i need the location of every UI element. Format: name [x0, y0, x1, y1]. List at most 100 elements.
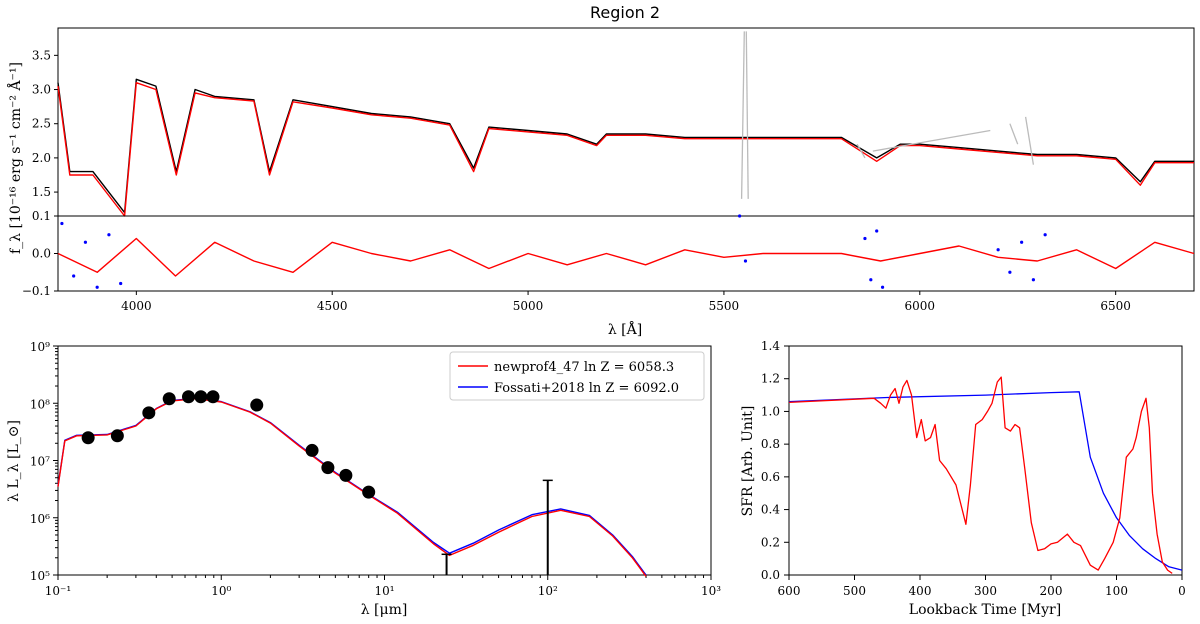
sed-xtick-label: 10⁰	[211, 584, 231, 598]
residual-point-fossati	[60, 221, 64, 226]
residual-ytick-label: 0.0	[32, 247, 51, 261]
spectrum-panel: 1.5 2.0 2.5 3.0 3.5	[32, 27, 1195, 217]
photometry-point	[110, 429, 124, 443]
spectrum-yticks: 1.5 2.0 2.5 3.0 3.5	[32, 48, 58, 199]
residual-point-fossati	[738, 214, 742, 218]
residual-point-fossati	[1043, 233, 1047, 237]
spectrum-xtick-label: 5500	[709, 299, 740, 313]
sed-xtick-label: 10¹	[374, 584, 394, 598]
spectrum-xtick-label: 4500	[317, 299, 348, 313]
spectrum-ytick-label: 1.5	[32, 185, 51, 199]
residual-point-fossati	[880, 285, 885, 289]
residual-point-fossati	[119, 281, 123, 286]
residual-point-fossati	[875, 229, 879, 233]
legend-label-fossati: Fossati+2018 ln Z = 6092.0	[494, 381, 679, 396]
sfh-ytick-label: 1.2	[761, 372, 780, 386]
photometry-point	[206, 390, 220, 404]
spectrum-series-masked	[1024, 116, 1035, 165]
spectrum-series-observed-spectrum	[57, 78, 1194, 214]
sfh-xtick-label: 300	[974, 584, 997, 598]
photometry-point	[181, 390, 195, 404]
sfh-ytick-label: 0.6	[761, 470, 780, 484]
sed-ytick-label: 10⁶	[30, 512, 50, 526]
residual-point-fossati	[72, 274, 76, 278]
residual-point-fossati	[743, 259, 748, 263]
sfh-ytick-label: 1.4	[761, 339, 780, 353]
sfh-xtick-label: 600	[778, 584, 801, 598]
sed-lines	[57, 390, 647, 577]
residual-point-fossati	[95, 285, 99, 289]
sfh-xlabel: Lookback Time [Myr]	[909, 602, 1061, 618]
sed-ticks: 10⁻¹ 10⁰ 10¹ 10² 10³ 10⁵ 10⁶ 10⁷ 10⁸ 10⁹	[30, 340, 721, 598]
spectrum-ytick-label: 2.5	[32, 117, 51, 131]
sfh-xtick-label: 200	[1040, 584, 1063, 598]
sed-series-fossati-2018	[57, 397, 647, 576]
spectrum-xtick-label: 4000	[121, 299, 152, 313]
spectrum-series-masked	[1009, 123, 1019, 145]
residual-frame	[57, 215, 1195, 292]
photometry-point	[142, 406, 156, 420]
photometry-point	[362, 485, 376, 499]
legend-box	[449, 351, 705, 401]
spectrum-xtick-label: 5000	[513, 299, 544, 313]
sed-series-newprof4-47	[57, 398, 647, 577]
residual-yticks: −0.1 0.0 0.1	[22, 209, 58, 298]
sed-xtick-label: 10³	[701, 584, 721, 598]
photometry-point	[250, 398, 264, 412]
spectrum-ytick-label: 3.5	[32, 48, 51, 62]
photometry-point	[162, 392, 176, 406]
spectrum-series-model-fit	[57, 81, 1194, 217]
residual-series-newprof	[57, 237, 1195, 277]
sed-panel: 10⁻¹ 10⁰ 10¹ 10² 10³ 10⁵ 10⁶ 10⁷ 10⁸ 10⁹ newprof4…	[30, 340, 721, 598]
residual-point-fossati	[869, 278, 873, 282]
photometry-point	[339, 468, 353, 482]
sed-ytick-label: 10⁹	[30, 340, 50, 354]
residual-ytick-label: 0.1	[32, 209, 51, 223]
sed-ytick-label: 10⁸	[30, 397, 50, 411]
residual-ytick-label: −0.1	[22, 284, 51, 298]
spectrum-xlabel: λ [Å]	[608, 320, 642, 338]
photometry-point	[321, 461, 335, 475]
sfh-series-fossati-2018	[788, 391, 1183, 571]
sfh-panel: 600 500 400 300 200 100 0 0.0 0.2 0.4 0.6 0.8 1.0 1.2…	[761, 339, 1186, 598]
spectrum-ylabel: f_λ [10⁻¹⁶ erg s⁻¹ cm⁻² Å⁻¹]	[6, 62, 24, 254]
sfh-ylabel: SFR [Arb. Unit]	[740, 406, 756, 517]
residual-point-fossati	[1020, 240, 1024, 244]
spectrum-series-masked	[856, 143, 866, 159]
sfh-ytick-label: 0.4	[761, 503, 780, 517]
residual-point-fossati	[1031, 278, 1035, 282]
spectrum-frame	[57, 27, 1195, 217]
residual-point-fossati	[107, 233, 111, 237]
spectrum-series-masked	[745, 31, 749, 199]
residual-lines	[57, 214, 1195, 289]
residual-panel: −0.1 0.0 0.1 4000 4500 5000 5500 6000 6500	[22, 209, 1195, 313]
photometry-point	[305, 443, 319, 457]
spectrum-lines	[57, 31, 1194, 217]
sed-xtick-label: 10⁻¹	[45, 584, 71, 598]
sfh-xtick-label: 500	[843, 584, 866, 598]
sfh-ytick-label: 0.0	[761, 568, 780, 582]
residual-point-fossati	[83, 240, 88, 244]
sed-legend: newprof4_47 ln Z = 6058.3 Fossati+2018 l…	[449, 351, 705, 401]
sfh-ticks: 600 500 400 300 200 100 0 0.0 0.2 0.4 0.6 0.8 1.0 1.2…	[761, 339, 1186, 598]
spectrum-series-masked	[740, 31, 745, 199]
spectrum-xtick-label: 6000	[905, 299, 936, 313]
photometry-point	[81, 431, 95, 445]
photometry-point	[194, 390, 208, 404]
sfh-xtick-label: 0	[1178, 584, 1186, 598]
sed-ytick-label: 10⁷	[30, 455, 50, 469]
sfh-series-newprof4-47	[788, 376, 1173, 574]
sed-xlabel: λ [μm]	[361, 602, 408, 618]
residual-point-fossati	[863, 236, 867, 241]
sfh-ytick-label: 0.8	[761, 437, 780, 451]
spectrum-series-masked	[872, 129, 991, 152]
sfh-ytick-label: 0.2	[761, 535, 780, 549]
residual-xticks: 4000 4500 5000 5500 6000 6500	[121, 291, 1131, 313]
sfh-lines	[788, 376, 1183, 574]
spectrum-ytick-label: 3.0	[32, 83, 51, 97]
sfh-frame	[788, 345, 1183, 576]
residual-point-fossati	[996, 248, 1000, 252]
spectrum-title: Region 2	[590, 3, 660, 22]
legend-label-newprof: newprof4_47 ln Z = 6058.3	[494, 360, 674, 375]
